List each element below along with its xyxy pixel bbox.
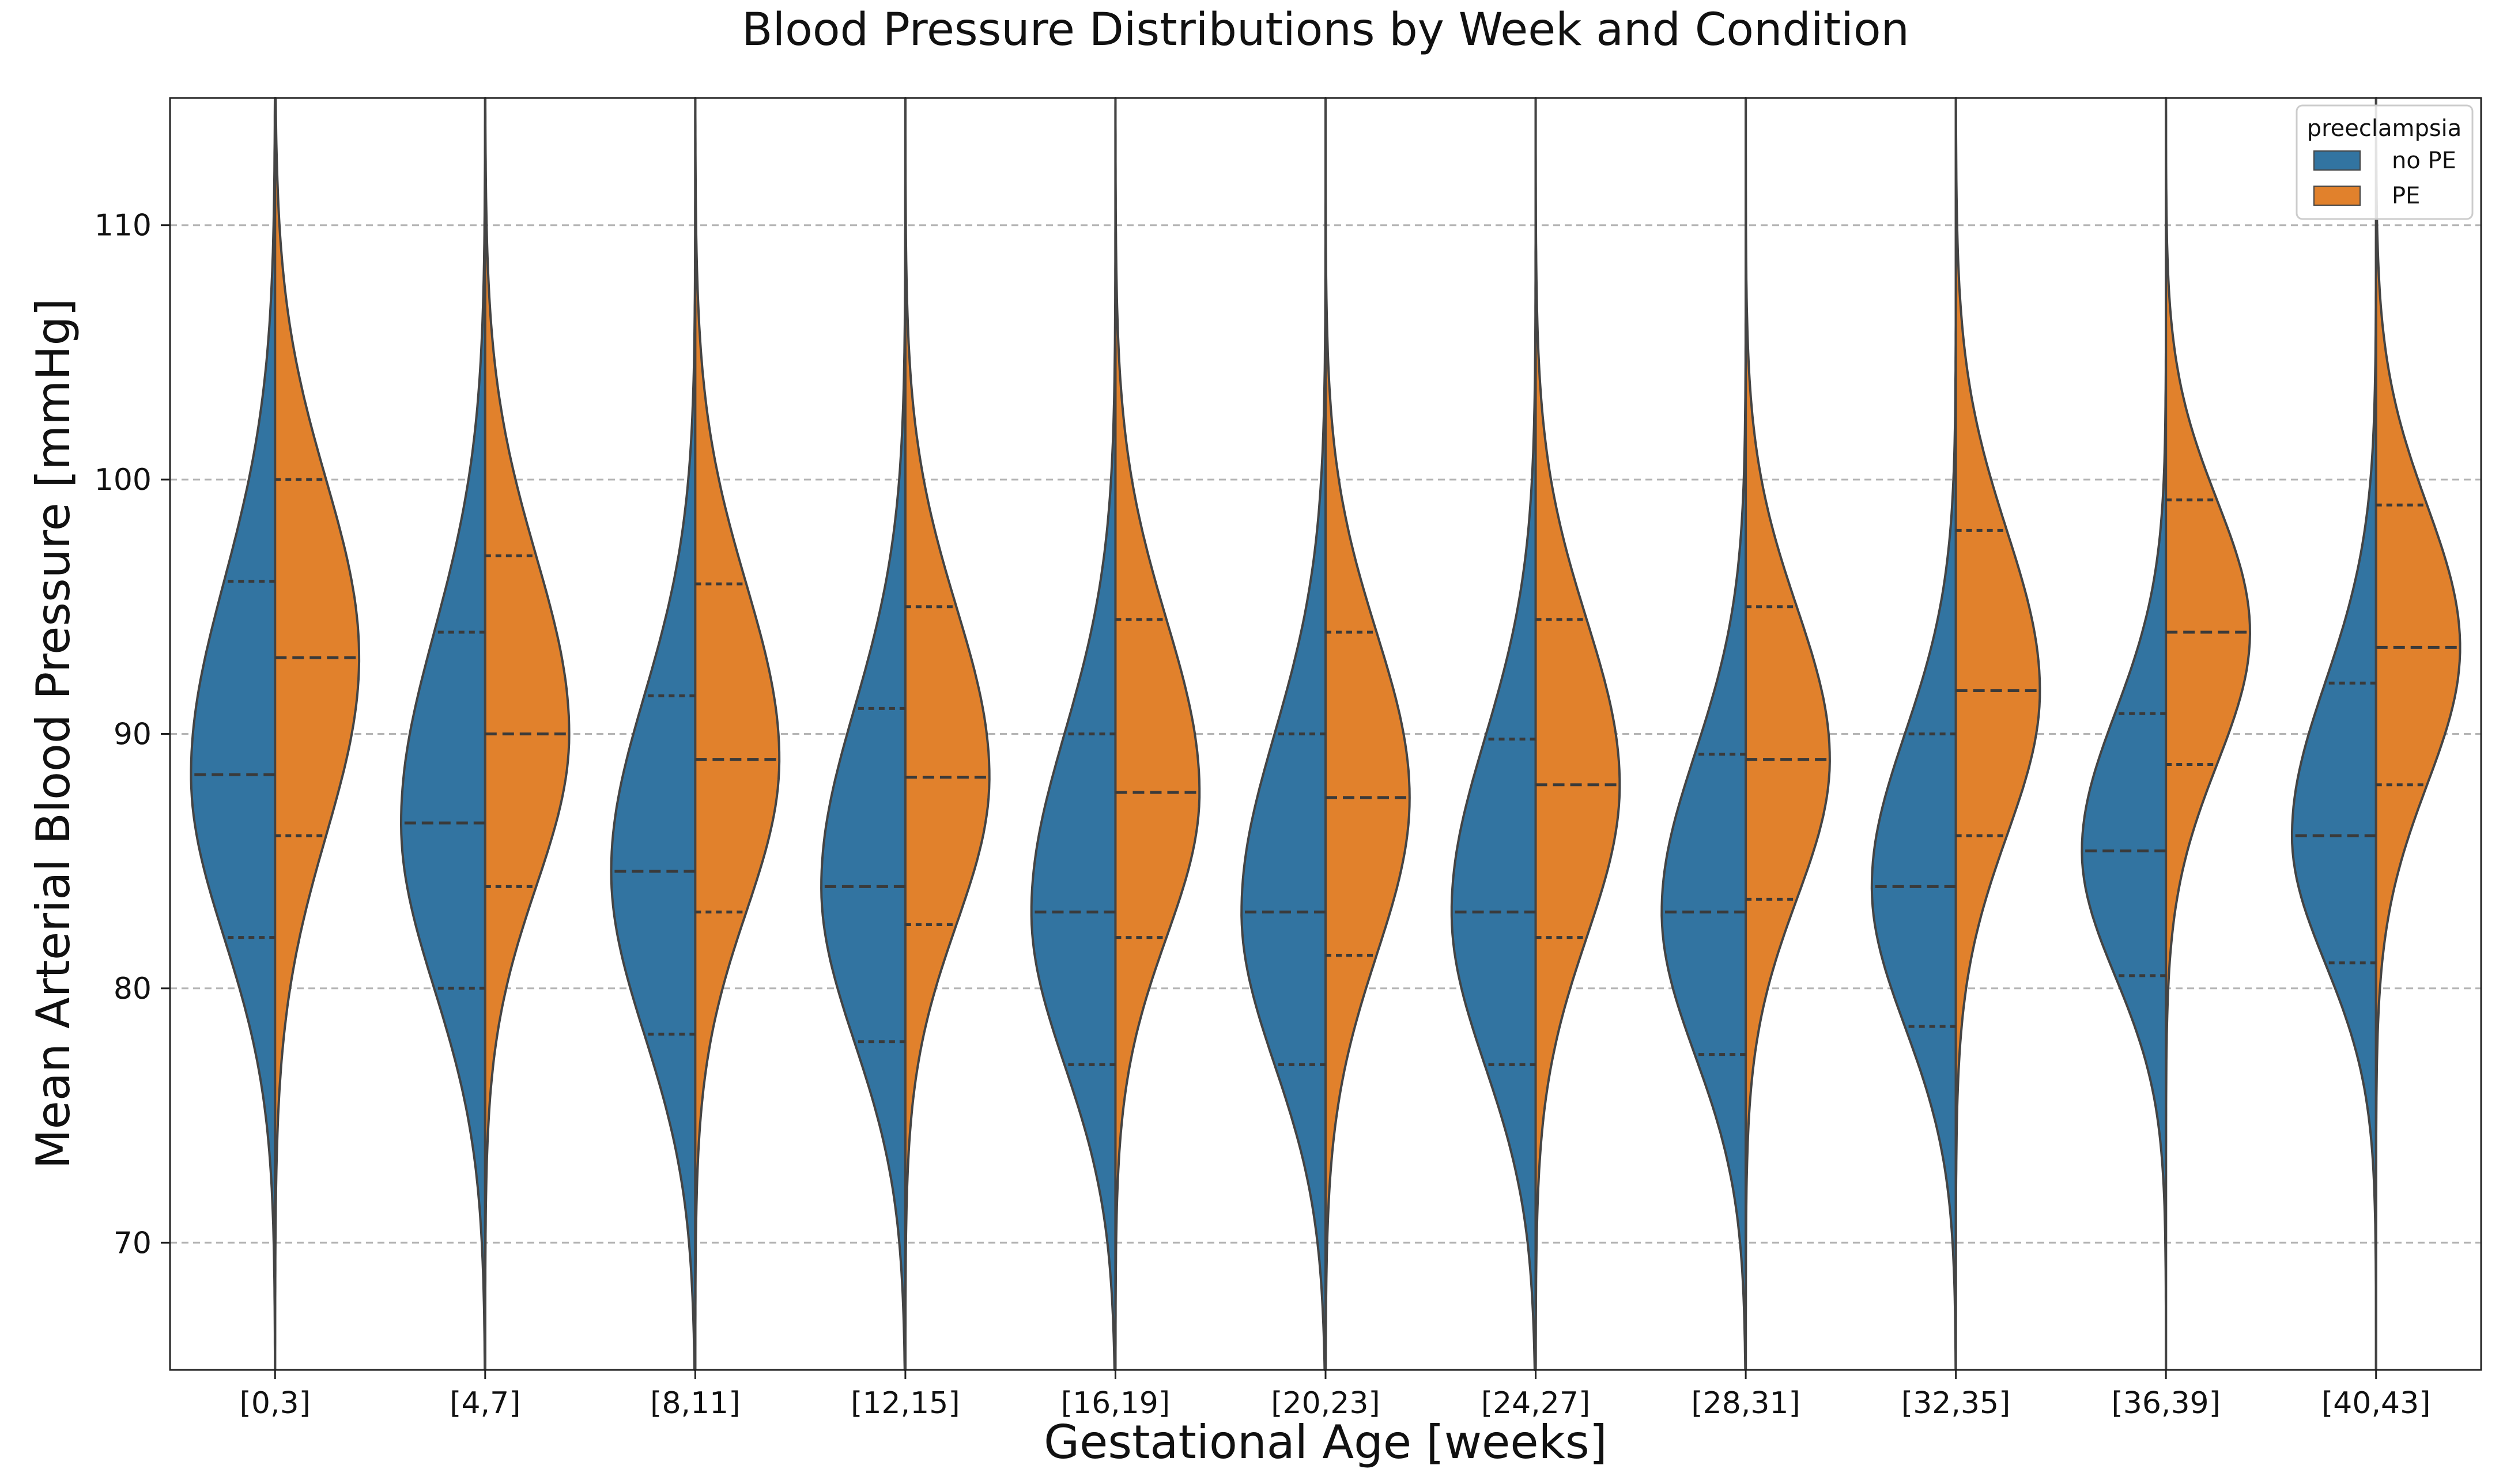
y-tick-label: 70 [114, 1226, 152, 1260]
x-tick-label: [32,35] [1901, 1386, 2010, 1421]
chart-title: Blood Pressure Distributions by Week and… [742, 4, 1909, 56]
x-axis-ticks: [0,3] [4,7] [8,11] [12,15] [16,19] [20,23] [24… [240, 1370, 2430, 1421]
y-tick-label: 100 [95, 463, 152, 497]
x-tick-label: [16,19] [1061, 1386, 1170, 1421]
violin-half-pe [1954, 97, 2041, 1371]
x-tick-label: [20,23] [1271, 1386, 1380, 1421]
x-axis-label: Gestational Age [weeks] [1044, 1415, 1607, 1469]
violin-half-pe [2165, 97, 2251, 1371]
violin-half-no-pe [190, 97, 277, 1371]
x-tick-label: [24,27] [1481, 1386, 1590, 1421]
violin-half-pe [274, 97, 361, 1371]
quartile-lines [191, 478, 2460, 1066]
legend-label-no-pe: no PE [2392, 148, 2456, 174]
x-tick-label: [4,7] [450, 1386, 520, 1421]
legend: preeclampsia no PE PE [2296, 104, 2474, 220]
violin-half-pe [2374, 97, 2462, 1371]
y-axis-ticks: 70 80 90 100 110 [95, 209, 170, 1260]
violin-half-pe [1534, 97, 1621, 1371]
x-tick-label: [8,11] [650, 1386, 740, 1421]
violin-half-pe [1324, 97, 1411, 1371]
violin-half-pe [904, 97, 991, 1371]
violin-half-no-pe [400, 97, 486, 1371]
x-tick-label: [40,43] [2321, 1386, 2430, 1421]
y-axis-label: Mean Arterial Blood Pressure [mmHg] [27, 299, 80, 1169]
legend-label-pe: PE [2392, 183, 2420, 209]
x-tick-label: [0,3] [240, 1386, 311, 1421]
violins [190, 97, 2462, 1371]
x-tick-label: [36,39] [2111, 1386, 2220, 1421]
y-tick-label: 90 [114, 718, 152, 752]
violin-half-pe [694, 97, 781, 1371]
x-tick-label: [12,15] [851, 1386, 960, 1421]
y-tick-label: 80 [114, 972, 152, 1006]
y-tick-label: 110 [95, 209, 152, 243]
legend-swatch-pe [2313, 186, 2361, 206]
violin-half-pe [1114, 97, 1201, 1371]
legend-title: preeclampsia [2307, 115, 2462, 142]
legend-swatch-no-pe [2313, 150, 2361, 171]
violin-half-pe [1745, 97, 1831, 1371]
x-tick-label: [28,31] [1691, 1386, 1800, 1421]
